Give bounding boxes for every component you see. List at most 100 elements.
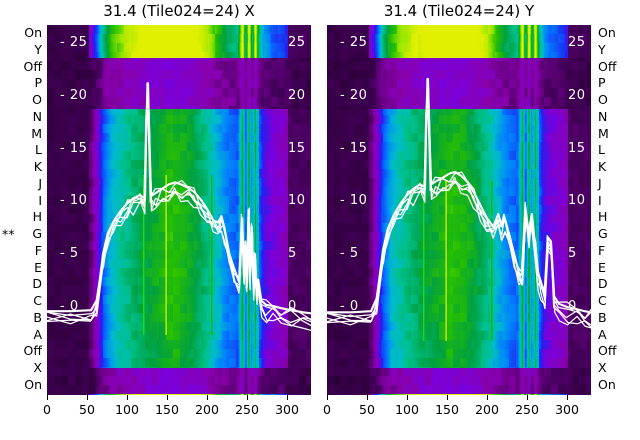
category-tick-label: J	[38, 175, 42, 191]
category-tick-label: D	[32, 276, 42, 292]
category-tick-label: L	[598, 142, 605, 158]
x-tick-label: 50	[359, 402, 375, 417]
category-tick-label: P	[598, 75, 606, 91]
inner-y-tick-label: 20	[288, 87, 306, 103]
category-tick-label: H	[32, 209, 42, 225]
inner-y-tick-label: - 10	[340, 193, 368, 209]
inner-y-tick-label: - 0	[340, 299, 359, 314]
category-tick-label: G	[598, 225, 608, 241]
inner-y-tick-label: 5	[568, 246, 577, 262]
inner-y-labels-left-right-side: 25 20 15 10 5 0	[288, 0, 328, 440]
categorical-axis-left: On Y Off P O N M L K J I H G ** F E D C B A Off X On	[0, 25, 46, 395]
spectrum-trace	[47, 82, 311, 331]
inner-y-labels-left: - 25 - 20 - 15 - 10 - 5 - 0	[60, 0, 120, 440]
category-tick-label: B	[33, 309, 42, 325]
category-tick-label: C	[33, 292, 42, 308]
x-tick-mark	[87, 395, 88, 400]
category-tick-label: Off	[23, 343, 42, 359]
category-tick-label: E	[598, 259, 606, 275]
category-tick-label: X	[33, 359, 42, 375]
inner-y-tick-label: 10	[568, 193, 586, 209]
category-tick-label: G	[32, 225, 42, 241]
x-tick-mark	[207, 395, 208, 400]
category-tick-label: D	[598, 276, 608, 292]
category-tick-label: M	[598, 125, 609, 141]
x-tick-label: 300	[555, 402, 579, 417]
category-tick-label: On	[598, 24, 616, 40]
x-tick-label: 50	[79, 402, 95, 417]
category-tick-label: E	[34, 259, 42, 275]
inner-y-tick-label: - 20	[60, 87, 88, 103]
inner-y-tick-label: 0	[288, 299, 297, 314]
inner-y-tick-label: - 15	[60, 140, 88, 156]
panel-title-right: 31.4 (Tile024=24) Y	[383, 2, 535, 20]
x-tick-label: 250	[235, 402, 259, 417]
category-tick-label: N	[32, 108, 42, 124]
category-marker: **	[2, 226, 15, 242]
inner-y-labels-right: - 25 - 20 - 15 - 10 - 5 - 0	[340, 0, 400, 440]
categorical-axis-right: On Y Off P O N M L K J I H G F E D C B A Off X On	[592, 25, 640, 395]
category-tick-label: O	[598, 91, 608, 107]
x-tick-label: 250	[515, 402, 539, 417]
x-tick-mark	[247, 395, 248, 400]
inner-y-tick-label: - 20	[340, 87, 368, 103]
x-tick-label: 150	[435, 402, 459, 417]
inner-y-tick-label: 20	[568, 87, 586, 103]
category-tick-label: X	[598, 359, 607, 375]
category-tick-label: M	[31, 125, 42, 141]
heatmap-panel-left[interactable]	[47, 25, 311, 395]
spectrum-trace	[327, 78, 591, 329]
category-tick-label: On	[24, 24, 42, 40]
category-tick-label: F	[598, 242, 606, 258]
category-tick-label: On	[24, 376, 42, 392]
x-tick-label: 100	[395, 402, 419, 417]
category-tick-label: H	[598, 209, 608, 225]
inner-y-tick-label: - 25	[60, 35, 88, 50]
category-tick-label: Off	[23, 58, 42, 74]
inner-y-tick-label: - 15	[340, 140, 368, 156]
heatmap-panel-right[interactable]	[327, 25, 591, 395]
inner-y-labels-right-right-side: 25 20 15 10 5 0	[568, 0, 608, 440]
inner-y-tick-label: - 5	[340, 246, 359, 262]
category-tick-label: Y	[598, 41, 606, 57]
inner-y-tick-label: - 0	[60, 299, 79, 314]
category-tick-label: I	[598, 192, 602, 208]
x-tick-mark	[487, 395, 488, 400]
heatmap-image-right	[327, 25, 591, 395]
category-tick-label: I	[38, 192, 42, 208]
inner-y-tick-label: - 5	[60, 246, 79, 262]
overlay-curves-left	[47, 82, 311, 331]
inner-y-tick-label: 5	[288, 246, 297, 262]
inner-y-tick-label: 0	[568, 299, 577, 314]
x-tick-label: 0	[323, 402, 331, 417]
category-tick-label: C	[598, 292, 607, 308]
category-tick-label: A	[33, 326, 42, 342]
inner-y-tick-label: 15	[288, 140, 306, 156]
x-tick-mark	[167, 395, 168, 400]
spectrum-trace	[47, 82, 311, 327]
x-tick-mark	[567, 395, 568, 400]
inner-y-tick-label: - 10	[60, 193, 88, 209]
x-tick-mark	[127, 395, 128, 400]
category-tick-label: On	[598, 376, 616, 392]
heatmap-image-left	[47, 25, 311, 395]
category-tick-label: P	[34, 75, 42, 91]
x-tick-label: 0	[43, 402, 51, 417]
x-tick-label: 200	[475, 402, 499, 417]
x-tick-label: 300	[275, 402, 299, 417]
category-tick-label: Y	[34, 41, 42, 57]
category-tick-label: L	[35, 142, 42, 158]
category-tick-label: K	[598, 158, 607, 174]
inner-y-tick-label: - 25	[340, 35, 368, 50]
x-tick-mark	[287, 395, 288, 400]
category-tick-label: J	[598, 175, 602, 191]
x-tick-mark	[447, 395, 448, 400]
category-tick-label: Off	[598, 58, 617, 74]
category-tick-label: N	[598, 108, 608, 124]
inner-y-tick-label: 15	[568, 140, 586, 156]
x-tick-mark	[407, 395, 408, 400]
panel-title-left: 31.4 (Tile024=24) X	[103, 2, 255, 20]
overlay-curves-right	[327, 77, 591, 329]
x-tick-label: 100	[115, 402, 139, 417]
